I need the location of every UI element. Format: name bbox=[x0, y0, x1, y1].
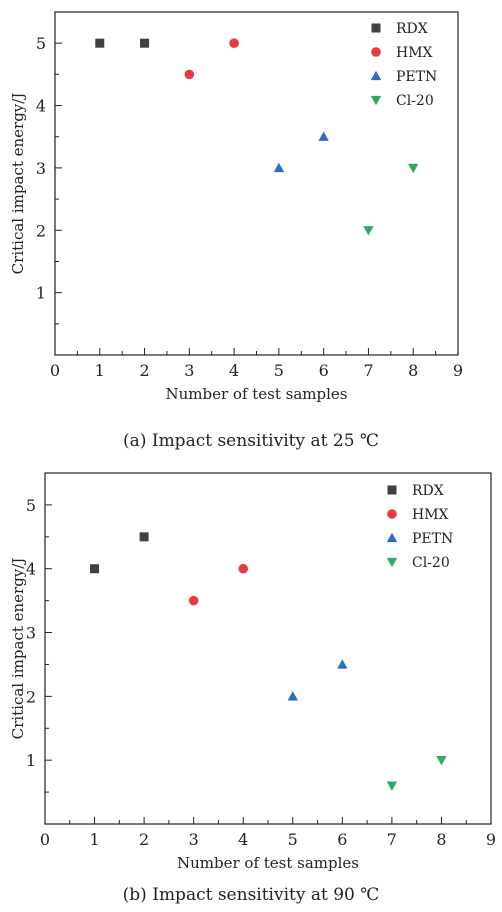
y-tick-label: 4 bbox=[36, 97, 46, 116]
data-point bbox=[238, 563, 249, 574]
legend-marker bbox=[386, 557, 398, 568]
y-tick-label: 3 bbox=[36, 159, 46, 178]
plot-frame bbox=[54, 11, 459, 356]
x-tick-label: 2 bbox=[139, 361, 149, 380]
data-point bbox=[140, 38, 150, 48]
series-PETN bbox=[287, 659, 348, 701]
data-point bbox=[408, 163, 419, 174]
x-tick-label: 8 bbox=[408, 361, 418, 380]
x-tick-label: 1 bbox=[89, 830, 99, 849]
figure-caption: (b) Impact sensitivity at 90 ℃ bbox=[123, 885, 380, 905]
x-tick-label: 7 bbox=[387, 830, 397, 849]
x-tick-label: 0 bbox=[40, 830, 50, 849]
legend-marker bbox=[371, 47, 381, 57]
series-RDX bbox=[95, 38, 150, 48]
plot-frame bbox=[44, 472, 492, 825]
data-point bbox=[337, 659, 348, 669]
legend-label: Cl-20 bbox=[396, 93, 434, 109]
y-tick-label: 5 bbox=[26, 496, 36, 515]
data-point bbox=[363, 226, 374, 236]
series-HMX bbox=[184, 38, 239, 80]
x-tick-label: 9 bbox=[486, 830, 496, 849]
legend-label: RDX bbox=[412, 483, 444, 499]
legend-label: HMX bbox=[412, 507, 449, 523]
x-tick-label: 6 bbox=[337, 830, 347, 849]
legend-marker bbox=[371, 23, 381, 33]
data-point bbox=[287, 691, 298, 701]
legend-label: RDX bbox=[396, 21, 428, 37]
series-HMX bbox=[188, 563, 249, 606]
x-tick-label: 3 bbox=[184, 361, 194, 380]
data-point bbox=[436, 756, 447, 766]
y-tick-label: 2 bbox=[26, 687, 36, 706]
y-axis-label: Critical impact energy/J bbox=[9, 93, 27, 275]
series-Cl-20 bbox=[363, 163, 419, 236]
legend-label: PETN bbox=[396, 69, 437, 85]
x-tick-label: 8 bbox=[436, 830, 446, 849]
x-tick-label: 6 bbox=[319, 361, 329, 380]
data-point bbox=[95, 38, 105, 48]
y-tick-label: 1 bbox=[26, 751, 36, 770]
legend-marker bbox=[387, 485, 397, 495]
legend: RDX HMX PETN Cl-20 bbox=[370, 21, 437, 109]
data-point bbox=[90, 564, 100, 574]
x-tick-label: 5 bbox=[274, 361, 284, 380]
x-axis-label: Number of test samples bbox=[177, 854, 359, 872]
x-tick-label: 9 bbox=[453, 361, 463, 380]
legend-marker bbox=[386, 532, 398, 543]
legend-marker bbox=[387, 509, 397, 519]
y-tick-label: 1 bbox=[36, 284, 46, 303]
series-PETN bbox=[273, 131, 329, 173]
x-tick-label: 4 bbox=[229, 361, 239, 380]
data-point bbox=[386, 781, 398, 791]
y-tick-label: 2 bbox=[36, 221, 46, 240]
x-tick-label: 3 bbox=[189, 830, 199, 849]
figure-caption: (a) Impact sensitivity at 25 ℃ bbox=[123, 431, 379, 451]
x-tick-label: 5 bbox=[288, 830, 298, 849]
x-tick-label: 2 bbox=[139, 830, 149, 849]
legend-marker bbox=[370, 95, 382, 106]
y-tick-label: 3 bbox=[26, 624, 36, 643]
x-tick-label: 1 bbox=[95, 361, 105, 380]
data-point bbox=[318, 131, 329, 141]
series-RDX bbox=[90, 532, 149, 574]
legend-label: Cl-20 bbox=[412, 555, 450, 571]
chart-panel-2: 0 1 2 3 4 5 6 7 8 9 1 2 3 4 5 Number of test samples Cri… bbox=[9, 472, 496, 905]
x-tick-label: 7 bbox=[363, 361, 373, 380]
x-tick-label: 0 bbox=[50, 361, 60, 380]
data-point bbox=[188, 595, 199, 606]
data-point bbox=[139, 532, 149, 542]
x-tick-label: 4 bbox=[238, 830, 248, 849]
y-axis-label: Critical impact energy/J bbox=[9, 558, 27, 740]
x-axis-label: Number of test samples bbox=[165, 385, 347, 403]
legend-label: HMX bbox=[396, 45, 433, 61]
y-tick-label: 4 bbox=[26, 560, 36, 579]
data-point bbox=[184, 69, 195, 80]
data-point bbox=[273, 162, 285, 173]
y-tick-label: 5 bbox=[36, 34, 46, 53]
series-Cl-20 bbox=[386, 756, 447, 791]
legend-label: PETN bbox=[412, 531, 453, 547]
legend: RDX HMX PETN Cl-20 bbox=[386, 483, 453, 571]
chart-panel-1: 0 1 2 3 4 5 6 7 8 9 1 2 3 4 5 Number of test samples Cri… bbox=[9, 11, 463, 451]
data-point bbox=[229, 38, 239, 48]
legend-marker bbox=[370, 70, 382, 81]
